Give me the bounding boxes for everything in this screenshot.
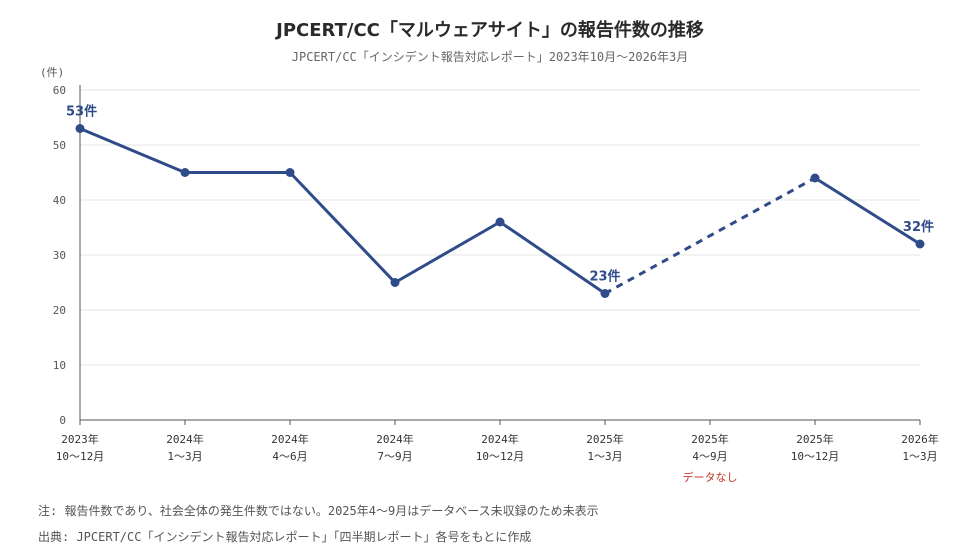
x-tick-label-period: 10〜12月 <box>476 450 525 463</box>
y-tick-label: 20 <box>53 304 66 317</box>
x-tick-label-year: 2024年 <box>271 432 309 446</box>
x-tick-label-year: 2025年 <box>796 432 834 446</box>
x-tick-label-year: 2024年 <box>481 432 519 446</box>
data-point <box>75 124 85 133</box>
x-tick-label-period: 10〜12月 <box>56 450 105 463</box>
y-tick-label: 0 <box>59 414 66 427</box>
line-chart: 0 10 20 30 40 50 60 (件) 2023年 10〜12月 2024年 1〜3月 2024… <box>40 66 939 484</box>
y-tick-label: 30 <box>53 249 66 262</box>
x-tick-label-period: 1〜3月 <box>587 450 622 463</box>
x-tick-label-year: 2024年 <box>166 432 204 446</box>
x-tick-label-year: 2026年 <box>901 432 939 446</box>
x-tick-label-period: 7〜9月 <box>377 450 412 463</box>
x-tick-label-year: 2025年 <box>691 432 729 446</box>
chart-subtitle: JPCERT/CC「インシデント報告対応レポート」2023年10月〜2026年3… <box>291 50 689 64</box>
data-label: 53件 <box>66 104 97 120</box>
data-point <box>600 289 610 298</box>
y-axis-label: (件) <box>40 66 64 79</box>
y-tick-label: 40 <box>53 194 66 207</box>
x-tick-label-period: 1〜3月 <box>167 450 202 463</box>
data-point <box>915 239 925 249</box>
data-point <box>495 217 505 227</box>
series-line-dashed-gap <box>604 176 816 295</box>
x-tick-label-period: 4〜9月 <box>692 450 727 463</box>
data-label: 32件 <box>903 219 934 235</box>
x-tick-label-year: 2025年 <box>586 432 624 446</box>
series-line-solid <box>814 176 921 246</box>
chart-source: 出典: JPCERT/CC「インシデント報告対応レポート」「四半期レポート」各号… <box>38 530 532 544</box>
x-tick-label-year: 2024年 <box>376 432 414 446</box>
x-tick-label-period: 1〜3月 <box>902 450 937 463</box>
missing-data-note: データなし <box>683 470 738 484</box>
x-tick-label-period: 4〜6月 <box>272 450 307 463</box>
x-tick-label-year: 2023年 <box>61 432 99 446</box>
data-point <box>180 168 190 177</box>
data-point <box>390 278 400 287</box>
series-line-solid <box>79 127 606 295</box>
data-point <box>285 168 295 177</box>
y-tick-label: 60 <box>53 84 66 97</box>
data-point <box>810 173 820 183</box>
y-tick-label: 50 <box>53 139 66 152</box>
chart-title: JPCERT/CC「マルウェアサイト」の報告件数の推移 <box>276 20 704 41</box>
data-label: 23件 <box>589 269 620 285</box>
chart-note: 注: 報告件数であり、社会全体の発生件数ではない。2025年4〜9月はデータベー… <box>38 504 599 518</box>
y-tick-label: 10 <box>53 359 66 372</box>
x-tick-label-period: 10〜12月 <box>791 450 840 463</box>
